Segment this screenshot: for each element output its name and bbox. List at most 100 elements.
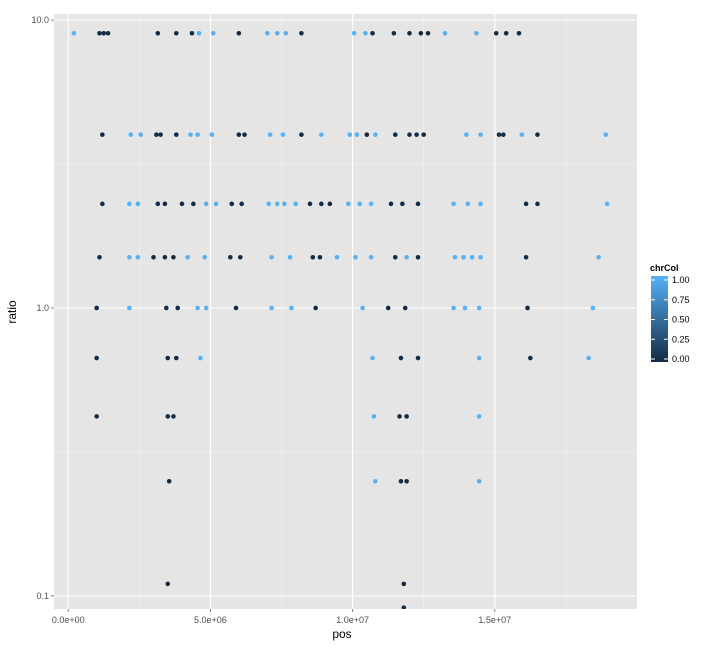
data-point (397, 414, 402, 419)
data-point (173, 132, 179, 137)
data-point (360, 305, 365, 311)
data-point (347, 132, 353, 137)
data-point (165, 355, 171, 361)
data-point (493, 30, 499, 36)
data-point (478, 132, 483, 137)
data-point (452, 254, 458, 260)
data-point (535, 132, 540, 137)
legend-label: 0.75 (672, 295, 690, 305)
data-point (196, 30, 202, 36)
data-point (535, 201, 540, 207)
x-tick-label: 1.5e+07 (478, 615, 511, 625)
data-point (385, 305, 391, 311)
data-point (164, 305, 169, 311)
data-point (274, 201, 280, 207)
data-point (267, 132, 273, 137)
x-axis-title: pos (332, 627, 351, 641)
data-point (319, 132, 324, 137)
data-point (94, 305, 99, 311)
data-point (173, 355, 179, 361)
data-point (462, 305, 468, 311)
data-point (166, 478, 172, 484)
data-point (503, 30, 509, 36)
data-point (474, 30, 479, 36)
data-point (100, 6, 105, 11)
data-point (476, 414, 482, 419)
x-tick-label: 1.0e+07 (336, 615, 369, 625)
data-point (442, 30, 448, 36)
data-point (603, 132, 609, 137)
data-point (165, 414, 171, 419)
data-point (162, 254, 168, 260)
data-point (269, 254, 274, 260)
data-point (229, 201, 235, 207)
data-point (388, 201, 394, 207)
data-point (236, 132, 242, 137)
data-point (415, 201, 421, 207)
data-point (346, 201, 351, 207)
data-point (476, 305, 482, 311)
data-point (519, 132, 525, 137)
data-point (127, 305, 132, 311)
data-point (264, 30, 270, 36)
data-point (351, 30, 357, 36)
legend-colorbar (651, 276, 668, 362)
data-point (212, 6, 217, 11)
data-point (269, 305, 274, 311)
data-point (523, 201, 529, 207)
data-point (155, 30, 161, 36)
data-point (415, 355, 421, 361)
data-point (189, 30, 195, 36)
data-point (101, 30, 107, 36)
data-point (409, 6, 414, 11)
data-point (516, 30, 522, 36)
legend-title: chrCol (650, 263, 679, 273)
data-point (478, 201, 483, 207)
data-point (525, 305, 530, 311)
data-point (365, 6, 370, 11)
y-axis: 0.1 1.0 10.0 (31, 15, 54, 601)
data-point (426, 6, 431, 11)
data-point (364, 132, 370, 137)
data-point (94, 414, 99, 419)
data-point (352, 6, 357, 11)
x-tick-label: 5.0e+06 (194, 615, 227, 625)
data-point (203, 305, 209, 311)
data-point (151, 254, 156, 260)
data-point (496, 132, 502, 137)
data-point (391, 30, 397, 36)
data-point (451, 201, 456, 207)
data-point (274, 30, 280, 36)
data-point (175, 305, 181, 311)
data-point (185, 254, 190, 260)
y-tick-label: 0.1 (36, 591, 49, 601)
data-point (228, 254, 233, 260)
legend-label: 0.25 (672, 334, 690, 344)
data-point (188, 132, 193, 137)
data-point (373, 132, 378, 137)
data-point (317, 254, 323, 260)
data-point (392, 6, 397, 11)
data-point (213, 201, 219, 207)
data-point (237, 254, 243, 260)
data-point (402, 305, 408, 311)
data-point (465, 201, 471, 207)
data-point (195, 305, 200, 311)
data-point (353, 254, 358, 260)
data-point (276, 6, 281, 11)
data-point (407, 30, 412, 36)
data-point (192, 6, 197, 11)
data-point (400, 201, 405, 207)
data-point (319, 201, 324, 207)
legend-label: 1.00 (672, 275, 690, 285)
data-point (368, 254, 374, 260)
data-point (590, 305, 596, 311)
data-point (171, 414, 176, 419)
data-point (287, 254, 293, 260)
data-point (373, 478, 378, 484)
legend-label: 0.50 (672, 315, 690, 325)
y-tick-label: 10.0 (31, 15, 49, 25)
data-point (371, 414, 377, 419)
data-point (94, 355, 99, 361)
